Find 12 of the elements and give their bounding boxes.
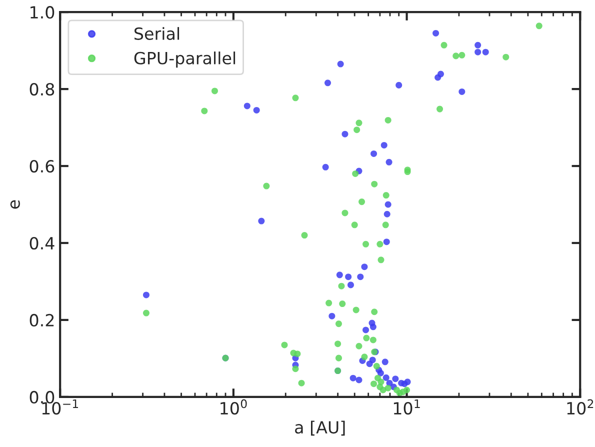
legend-label: Serial (134, 27, 180, 40)
y-tick-label: 0.4 (30, 236, 54, 250)
x-tick-label: 10$^{2}$ (567, 399, 594, 415)
legend-label: GPU-parallel (134, 52, 236, 68)
y-tick-label: 1.0 (30, 6, 54, 19)
x-tick-label: 10$^{0}$ (220, 399, 247, 415)
y-tick-label: 0.6 (30, 160, 54, 173)
y-axis-title: e (10, 200, 20, 209)
y-tick-label: 0.8 (30, 83, 54, 96)
x-axis-title: a [AU] (295, 420, 345, 436)
y-tick-label: 0.2 (30, 314, 54, 327)
x-tick-label: 10$^{1}$ (394, 399, 420, 415)
